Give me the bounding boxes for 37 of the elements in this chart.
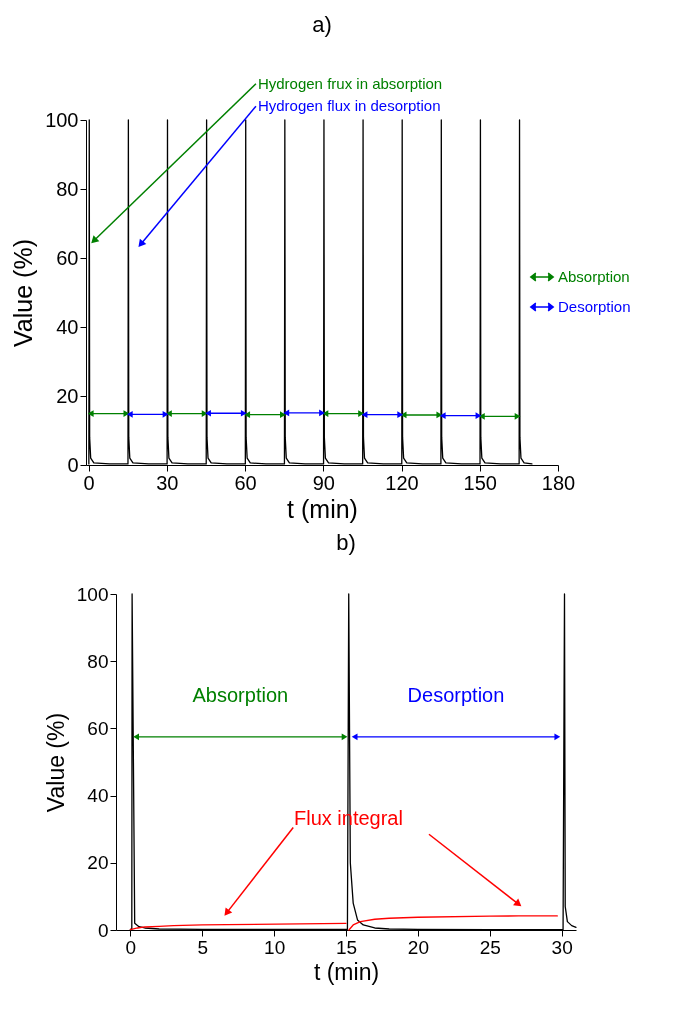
x-tick-label: 25 — [479, 936, 501, 958]
x-tick-label: 30 — [156, 471, 179, 494]
y-tick-label: 100 — [76, 583, 109, 605]
y-tick-label: 20 — [87, 852, 109, 874]
y-axis-title: Value (%) — [9, 239, 38, 347]
chart-title: a) — [312, 11, 332, 37]
y-tick-label: 80 — [87, 650, 109, 672]
y-tick-label: 40 — [87, 785, 109, 807]
x-tick-label: 5 — [197, 936, 209, 958]
y-tick-label: 0 — [67, 453, 79, 476]
series-label: Absorption — [192, 684, 289, 707]
y-axis-title: Value (%) — [42, 712, 69, 813]
y-tick-label: 100 — [45, 108, 79, 131]
y-tick-label: 60 — [56, 246, 79, 269]
y-tick-label: 40 — [56, 315, 79, 338]
y-tick-label: 60 — [87, 717, 109, 739]
x-tick-label: 15 — [335, 936, 358, 958]
x-tick-label: 0 — [125, 936, 137, 958]
x-tick-label: 90 — [312, 471, 335, 494]
x-tick-label: 120 — [385, 471, 419, 494]
x-axis-title: t (min) — [313, 958, 380, 985]
annotation: Hydrogen frux in absorption — [257, 74, 443, 92]
x-tick-label: 20 — [407, 936, 429, 958]
x-tick-label: 150 — [463, 471, 497, 494]
y-tick-label: 80 — [56, 177, 79, 200]
y-tick-label: 20 — [56, 384, 79, 407]
x-axis-title: t (min) — [287, 494, 358, 523]
x-tick-label: 60 — [234, 471, 257, 494]
annotation: Hydrogen flux in desorption — [257, 97, 441, 115]
x-tick-label: 180 — [541, 471, 576, 494]
legend-label: Desorption — [558, 297, 631, 315]
series-label: Desorption — [407, 684, 505, 707]
x-tick-label: 30 — [551, 936, 573, 958]
chart-title: b) — [336, 530, 356, 555]
y-tick-label: 0 — [97, 919, 109, 941]
legend-label: Absorption — [558, 267, 630, 285]
x-tick-label: 10 — [264, 936, 286, 958]
